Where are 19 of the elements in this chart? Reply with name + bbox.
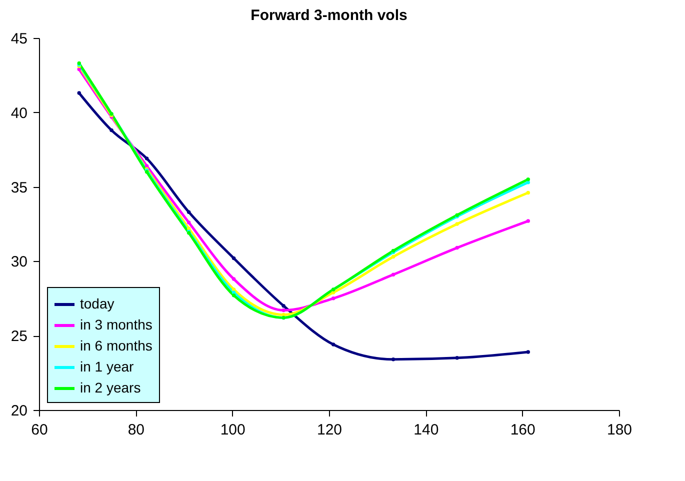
x-tick-label: 140 — [414, 422, 439, 438]
y-tick-label: 45 — [10, 30, 28, 48]
y-tick-label: 35 — [10, 179, 28, 196]
y-tick-label: 20 — [10, 402, 28, 420]
legend-label: in 6 months — [80, 338, 152, 354]
y-tick-label: 40 — [10, 104, 28, 122]
legend-label: in 2 years — [80, 380, 141, 396]
legend-label: in 1 year — [80, 358, 134, 374]
y-tick-label: 30 — [10, 254, 28, 271]
y-tick-label: 25 — [10, 328, 28, 346]
x-tick-label: 160 — [510, 422, 536, 438]
x-tick-label: 180 — [606, 422, 632, 438]
x-tick-label: 80 — [128, 422, 145, 438]
x-tick-label: 120 — [316, 422, 342, 438]
x-tick-label: 100 — [220, 422, 246, 438]
legend-label: today — [80, 296, 114, 312]
legend-label: in 3 months — [80, 316, 152, 332]
chart-title: Forward 3-month vols — [250, 7, 408, 24]
x-tick-label: 60 — [31, 422, 48, 438]
